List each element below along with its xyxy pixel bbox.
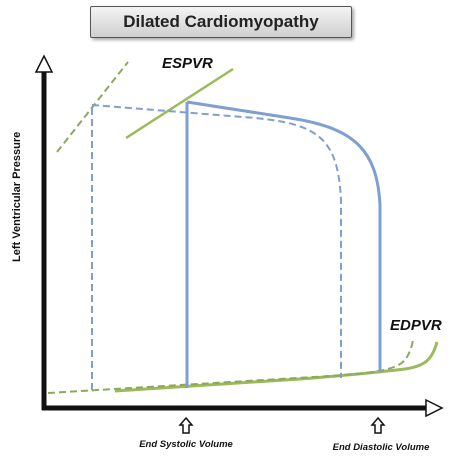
end-diastolic-marker: End Diastolic Volume [333, 416, 430, 453]
x-axis-arrow-icon [425, 398, 444, 418]
normal-pv-loop [91, 104, 342, 390]
up-arrow-icon [178, 416, 194, 434]
edpvr-dashed-curve [47, 339, 414, 394]
end-systolic-label: End Systolic Volume [139, 439, 233, 450]
espvr-line [125, 67, 234, 140]
y-axis-label: Left Ventricular Pressure [11, 132, 23, 262]
end-systolic-marker: End Systolic Volume [139, 416, 234, 450]
dilated-pv-loop [185, 100, 382, 388]
x-axis [42, 398, 444, 418]
edpvr-curve [114, 341, 439, 393]
espvr-label: ESPVR [162, 55, 213, 72]
y-axis-arrow-icon [34, 54, 54, 73]
end-diastolic-label: End Diastolic Volume [333, 442, 430, 453]
espvr-dashed-line [56, 61, 129, 153]
diagram-title: Dilated Cardiomyopathy [90, 6, 352, 38]
up-arrow-icon [370, 416, 386, 434]
y-axis [34, 54, 54, 410]
edpvr-label: EDPVR [390, 317, 442, 334]
